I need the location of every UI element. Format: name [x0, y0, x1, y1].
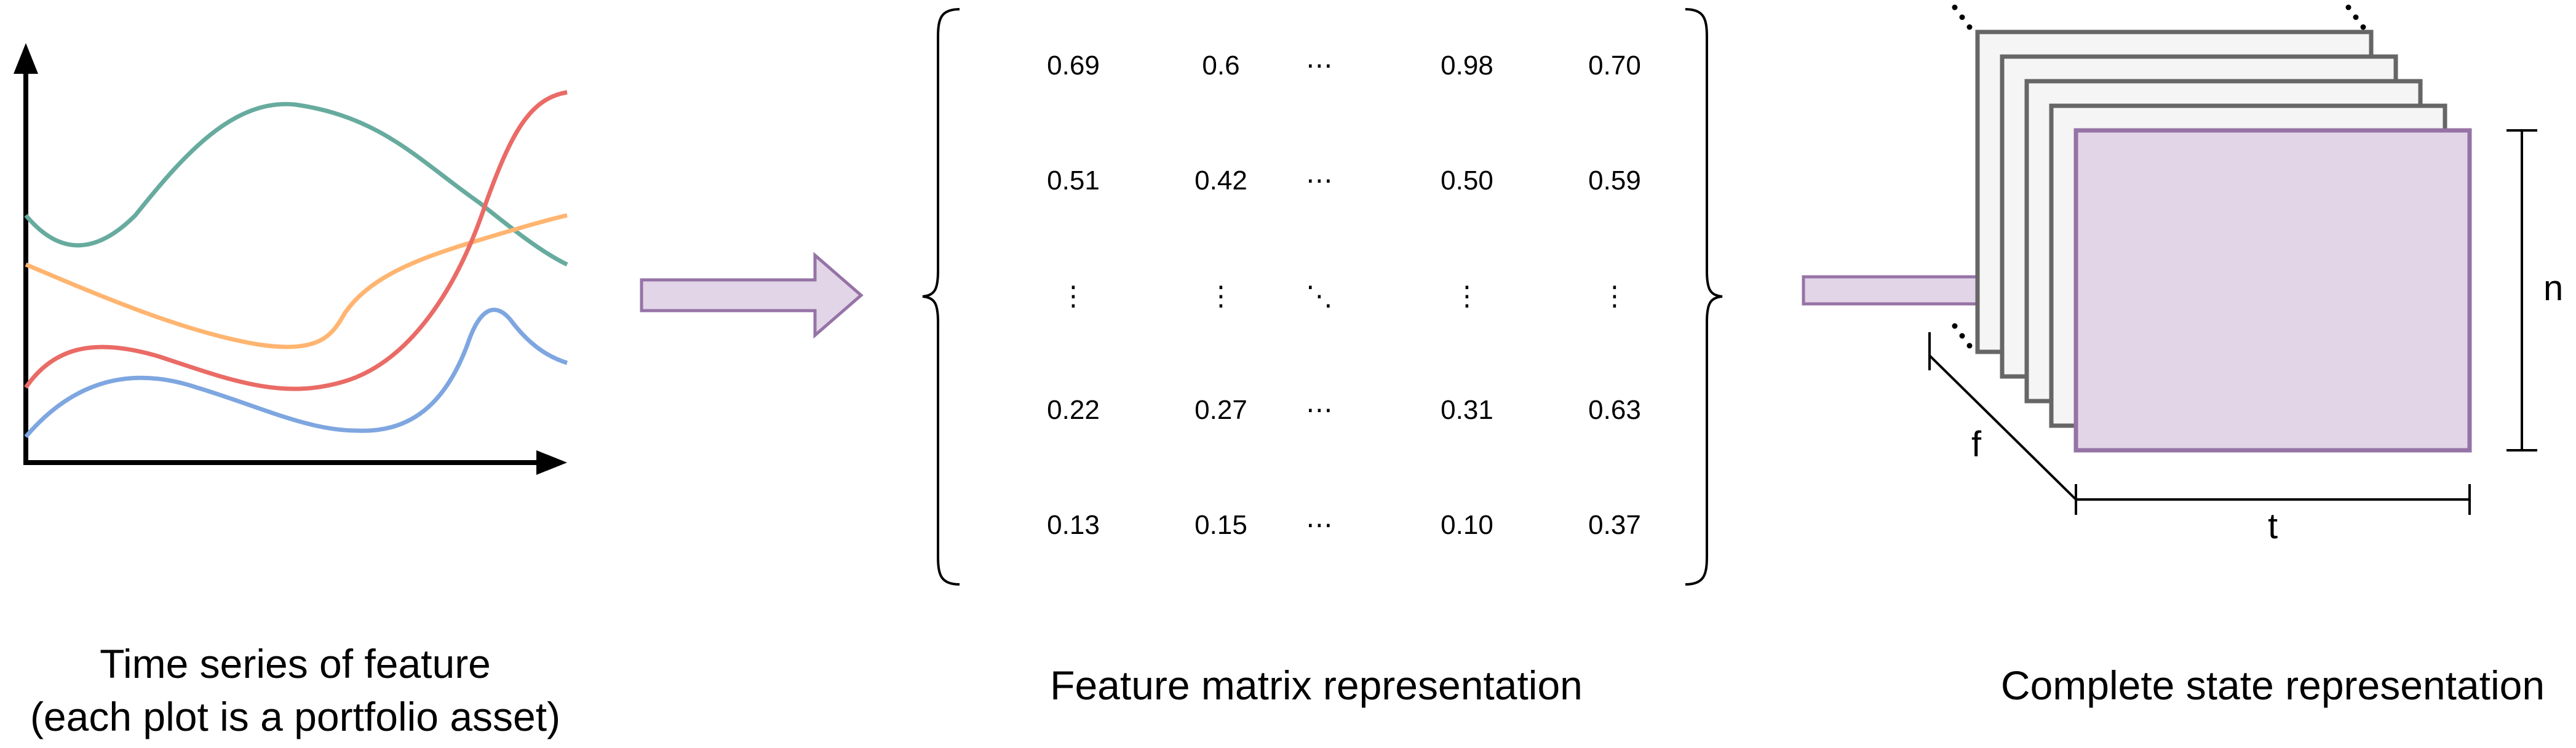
matrix-cell: 0.70 [1588, 50, 1641, 81]
matrix-cell: ⋱ [1306, 281, 1333, 311]
series-line-blue [24, 308, 568, 439]
flow-arrow-1 [640, 252, 864, 339]
matrix-cell: ⋮ [1601, 281, 1628, 311]
dimension-f-label: f [1971, 424, 1982, 464]
matrix-cell: 0.50 [1441, 165, 1493, 196]
matrix-cell: 0.6 [1202, 50, 1239, 81]
depth-ellipsis-bottom-left [1952, 323, 1973, 349]
matrix-cell: ⋯ [1306, 510, 1333, 540]
matrix-cell: 0.15 [1195, 510, 1247, 540]
matrix-cell: ⋮ [1207, 281, 1234, 311]
matrix-cell: 0.59 [1588, 165, 1641, 196]
time-series-caption-line2: (each plot is a portfolio asset) [30, 694, 560, 739]
stacked-layers [1975, 30, 2472, 453]
depth-ellipsis-top-left [1952, 4, 1973, 30]
matrix-cell: ⋯ [1306, 165, 1333, 196]
matrix-cell: 0.37 [1588, 510, 1641, 540]
state-front-layer [2073, 128, 2472, 453]
matrix-cell: 0.51 [1047, 165, 1100, 196]
dimension-n-marker [2506, 129, 2537, 452]
dimension-f-marker [1928, 332, 2077, 501]
state-panel: n t f Complete state representation [1928, 4, 2563, 708]
time-series-panel: Time series of feature (each plot is a p… [14, 43, 568, 739]
matrix-cell: 0.98 [1441, 50, 1493, 81]
matrix-cell: ⋯ [1306, 395, 1333, 425]
time-series-caption-line1: Time series of feature [100, 641, 491, 686]
matrix-cell: 0.31 [1441, 395, 1493, 425]
dimension-t-label: t [2268, 506, 2278, 546]
feature-matrix-caption: Feature matrix representation [1050, 662, 1583, 708]
depth-ellipsis-top-right [2345, 4, 2366, 30]
state-caption: Complete state representation [2001, 662, 2545, 708]
left-brace [922, 8, 960, 586]
dimension-n-label: n [2543, 268, 2563, 308]
matrix-cell: ⋮ [1453, 281, 1481, 311]
matrix-cell: 0.42 [1195, 165, 1247, 196]
matrix-cells: 0.69 0.6 ⋯ 0.98 0.70 0.51 0.42 ⋯ 0.50 0.59 ⋮ ⋮ ⋱ ⋮ ⋮ 0.… [1047, 50, 1641, 540]
y-axis-arrowhead [14, 43, 38, 74]
matrix-cell: 0.69 [1047, 50, 1100, 81]
matrix-cell: 0.27 [1195, 395, 1247, 425]
matrix-cell: 0.63 [1588, 395, 1641, 425]
series-line-red [24, 90, 568, 391]
matrix-cell: 0.10 [1441, 510, 1493, 540]
matrix-cell: ⋮ [1060, 281, 1087, 311]
matrix-cell: 0.22 [1047, 395, 1100, 425]
series-line-green [24, 101, 568, 267]
feature-matrix-panel: 0.69 0.6 ⋯ 0.98 0.70 0.51 0.42 ⋯ 0.50 0.59 ⋮ ⋮ ⋱ ⋮ ⋮ 0.… [922, 8, 1723, 708]
matrix-cell: ⋯ [1306, 50, 1333, 81]
matrix-cell: 0.13 [1047, 510, 1100, 540]
series-line-orange [25, 213, 568, 349]
right-brace [1685, 8, 1723, 586]
x-axis-arrowhead [536, 450, 567, 475]
